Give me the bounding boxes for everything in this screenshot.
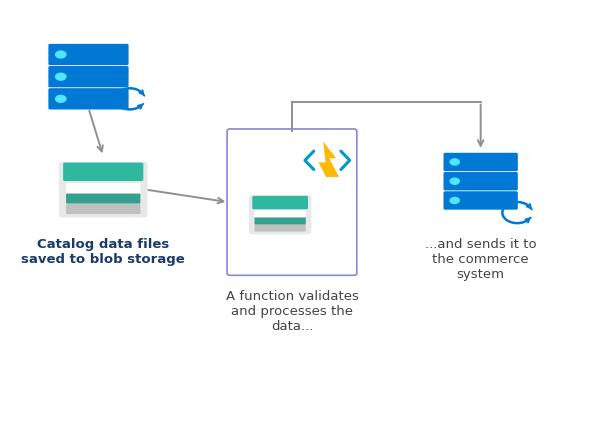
Circle shape	[449, 178, 460, 185]
FancyBboxPatch shape	[66, 204, 140, 214]
FancyBboxPatch shape	[443, 153, 518, 171]
FancyBboxPatch shape	[49, 44, 128, 65]
FancyBboxPatch shape	[254, 224, 306, 232]
Polygon shape	[319, 141, 339, 177]
FancyBboxPatch shape	[66, 183, 140, 193]
FancyBboxPatch shape	[254, 210, 306, 217]
FancyBboxPatch shape	[227, 129, 357, 275]
FancyBboxPatch shape	[49, 66, 128, 87]
Text: ...and sends it to
the commerce
system: ...and sends it to the commerce system	[425, 238, 536, 281]
FancyBboxPatch shape	[254, 217, 306, 224]
FancyBboxPatch shape	[443, 191, 518, 210]
Text: A function validates
and processes the
data...: A function validates and processes the d…	[226, 290, 358, 333]
Text: Catalog data files
saved to blob storage: Catalog data files saved to blob storage	[22, 238, 185, 266]
Circle shape	[55, 95, 67, 103]
FancyBboxPatch shape	[63, 163, 143, 181]
Circle shape	[55, 72, 67, 81]
FancyBboxPatch shape	[59, 162, 148, 217]
FancyBboxPatch shape	[443, 172, 518, 190]
Circle shape	[55, 51, 67, 59]
FancyBboxPatch shape	[249, 195, 311, 234]
FancyBboxPatch shape	[49, 88, 128, 109]
FancyBboxPatch shape	[253, 196, 308, 209]
Circle shape	[449, 158, 460, 166]
Circle shape	[449, 197, 460, 204]
FancyBboxPatch shape	[66, 194, 140, 204]
